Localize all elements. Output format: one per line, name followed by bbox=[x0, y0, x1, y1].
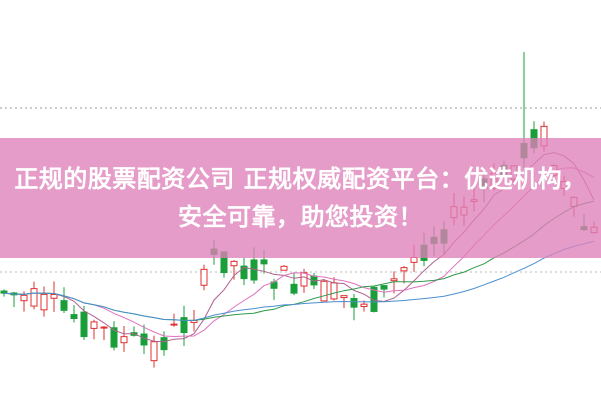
candle-body bbox=[400, 267, 408, 272]
candle-body bbox=[160, 337, 168, 351]
candle-body bbox=[390, 278, 398, 282]
candle-body bbox=[350, 298, 358, 308]
candle-body bbox=[230, 260, 238, 267]
candle-body bbox=[140, 333, 148, 346]
banner-text: 正规的股票配资公司 正规权威配资平台：优选机构，安全可靠，助您投资！ bbox=[14, 165, 587, 231]
candle-body bbox=[110, 327, 118, 348]
candle-body bbox=[150, 341, 158, 362]
candle-body bbox=[380, 285, 388, 290]
candle-body bbox=[200, 268, 208, 286]
candle-body bbox=[70, 314, 78, 320]
candle-body bbox=[280, 265, 288, 271]
candle-body bbox=[90, 321, 98, 329]
candle-body bbox=[180, 317, 188, 333]
candle-body bbox=[100, 326, 108, 329]
candle-body bbox=[240, 265, 248, 280]
candle-body bbox=[80, 311, 88, 338]
banner: 正规的股票配资公司 正规权威配资平台：优选机构，安全可靠，助您投资！ bbox=[0, 138, 601, 258]
candle-body bbox=[290, 283, 298, 294]
candle-body bbox=[30, 288, 38, 307]
candle-body bbox=[300, 272, 308, 287]
candle-body bbox=[320, 280, 328, 302]
candle-body bbox=[20, 294, 28, 302]
candle-body bbox=[40, 293, 48, 311]
candle-body bbox=[260, 259, 268, 265]
candle-body bbox=[410, 256, 418, 263]
candle-body bbox=[50, 294, 58, 299]
candle-body bbox=[60, 300, 68, 311]
moving-average bbox=[3, 240, 595, 321]
candle-body bbox=[0, 290, 8, 294]
candle-body bbox=[120, 336, 128, 344]
candle-body bbox=[170, 323, 178, 326]
candle-body bbox=[360, 303, 368, 308]
candle-body bbox=[330, 282, 338, 300]
candle-body bbox=[370, 286, 378, 312]
candle-body bbox=[340, 295, 348, 299]
